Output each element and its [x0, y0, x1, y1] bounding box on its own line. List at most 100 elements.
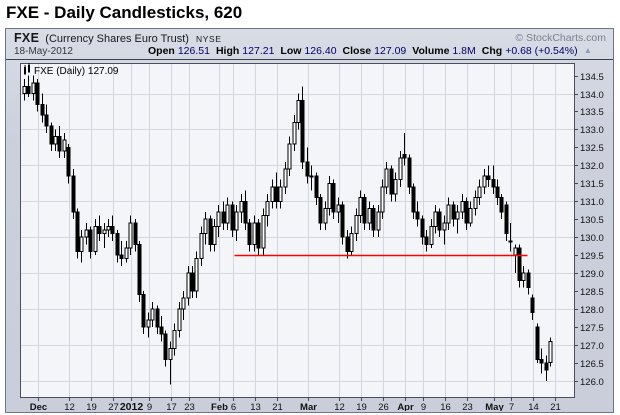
candle	[407, 154, 412, 195]
candle	[517, 244, 522, 288]
candle	[358, 190, 363, 223]
candle	[340, 201, 345, 245]
svg-text:133.5: 133.5	[580, 107, 604, 118]
candle	[376, 204, 381, 238]
candle	[535, 323, 540, 363]
candle	[44, 104, 49, 134]
gridlines	[20, 63, 574, 397]
svg-text:23: 23	[462, 402, 473, 411]
quote-field-label: Chg	[481, 45, 503, 57]
chart-panel: FXE (Currency Shares Euro Trust) NYSE © …	[5, 28, 614, 413]
svg-text:9: 9	[147, 402, 152, 411]
candle	[261, 208, 266, 256]
ticker-symbol: FXE	[14, 31, 40, 45]
svg-text:13: 13	[250, 402, 261, 411]
ticker-name: (Currency Shares Euro Trust)	[45, 33, 189, 45]
candle	[199, 226, 204, 266]
svg-text:130.0: 130.0	[580, 233, 604, 244]
candle	[451, 201, 456, 227]
candle	[393, 172, 398, 202]
quote-date: 18-May-2012	[14, 46, 73, 57]
svg-text:May: May	[485, 402, 504, 411]
page-title: FXE - Daily Candlesticks, 620	[6, 3, 243, 22]
candle	[362, 194, 367, 230]
candle	[354, 208, 359, 241]
svg-text:FXE (Daily) 127.09: FXE (Daily) 127.09	[34, 66, 119, 77]
candle	[499, 194, 504, 220]
symbol-row: FXE (Currency Shares Euro Trust) NYSE © …	[14, 31, 606, 45]
candle	[508, 222, 513, 252]
svg-text:128.5: 128.5	[580, 287, 604, 298]
svg-text:130.5: 130.5	[580, 215, 604, 226]
svg-text:127.0: 127.0	[580, 341, 604, 352]
candle	[110, 215, 115, 241]
candle	[256, 219, 261, 256]
svg-text:Feb: Feb	[211, 402, 228, 411]
candle	[460, 194, 465, 220]
candle	[402, 133, 407, 166]
candle	[49, 122, 54, 151]
candle	[296, 93, 301, 130]
candle	[203, 212, 208, 245]
candle	[150, 301, 155, 327]
quote-row: 18-May-2012 Open 126.51 High 127.21 Low 126.40…	[14, 45, 606, 57]
candle	[371, 204, 376, 238]
candle	[446, 197, 451, 230]
candle	[221, 201, 226, 230]
svg-text:21: 21	[550, 402, 561, 411]
candle	[464, 197, 469, 230]
candle	[57, 125, 62, 159]
candle	[79, 230, 84, 263]
candle	[424, 230, 429, 252]
candle	[141, 291, 146, 335]
quote-field-value: 1.8M	[452, 45, 476, 57]
candle	[40, 93, 45, 123]
candle	[163, 330, 168, 367]
candle	[283, 161, 288, 195]
quote-field-label: High	[215, 45, 240, 57]
quote-field-value: 127.09	[374, 45, 407, 57]
svg-text:Apr: Apr	[397, 402, 414, 411]
candle	[544, 355, 549, 381]
candle	[181, 291, 186, 320]
chart-logo-icon	[24, 63, 30, 75]
candle	[97, 215, 102, 241]
candle	[477, 179, 482, 205]
candle	[318, 194, 323, 230]
candle	[292, 115, 297, 151]
chart-header: FXE (Currency Shares Euro Trust) NYSE © …	[6, 29, 613, 60]
candle	[75, 208, 80, 259]
svg-text:2012: 2012	[120, 401, 144, 411]
candle	[35, 79, 40, 112]
svg-text:129.5: 129.5	[580, 251, 604, 262]
candle	[327, 176, 332, 216]
svg-text:21: 21	[272, 402, 283, 411]
quote-fields: Open 126.51 High 127.21 Low 126.40 Close 127.09…	[148, 45, 584, 57]
candle	[247, 219, 252, 252]
svg-text:6: 6	[231, 402, 236, 411]
svg-text:131.0: 131.0	[580, 197, 604, 208]
candle	[172, 323, 177, 356]
svg-text:132.5: 132.5	[580, 143, 604, 154]
svg-text:131.5: 131.5	[580, 179, 604, 190]
svg-text:14: 14	[528, 402, 539, 411]
candle	[491, 165, 496, 195]
candle	[336, 197, 341, 223]
candle	[216, 204, 221, 238]
candle	[345, 230, 350, 259]
svg-text:9: 9	[421, 402, 426, 411]
exchange-label: NYSE	[196, 34, 222, 44]
change-up-arrow-icon: ▲	[583, 45, 592, 55]
candle	[146, 312, 151, 338]
svg-text:127.5: 127.5	[580, 323, 604, 334]
candlestick-series	[22, 75, 553, 385]
svg-text:134.0: 134.0	[580, 90, 604, 101]
candle	[389, 165, 394, 202]
candle	[367, 201, 372, 230]
candle	[84, 222, 89, 245]
svg-text:26: 26	[378, 402, 389, 411]
candle	[252, 215, 257, 252]
svg-text:19: 19	[356, 402, 367, 411]
candle	[31, 75, 36, 101]
